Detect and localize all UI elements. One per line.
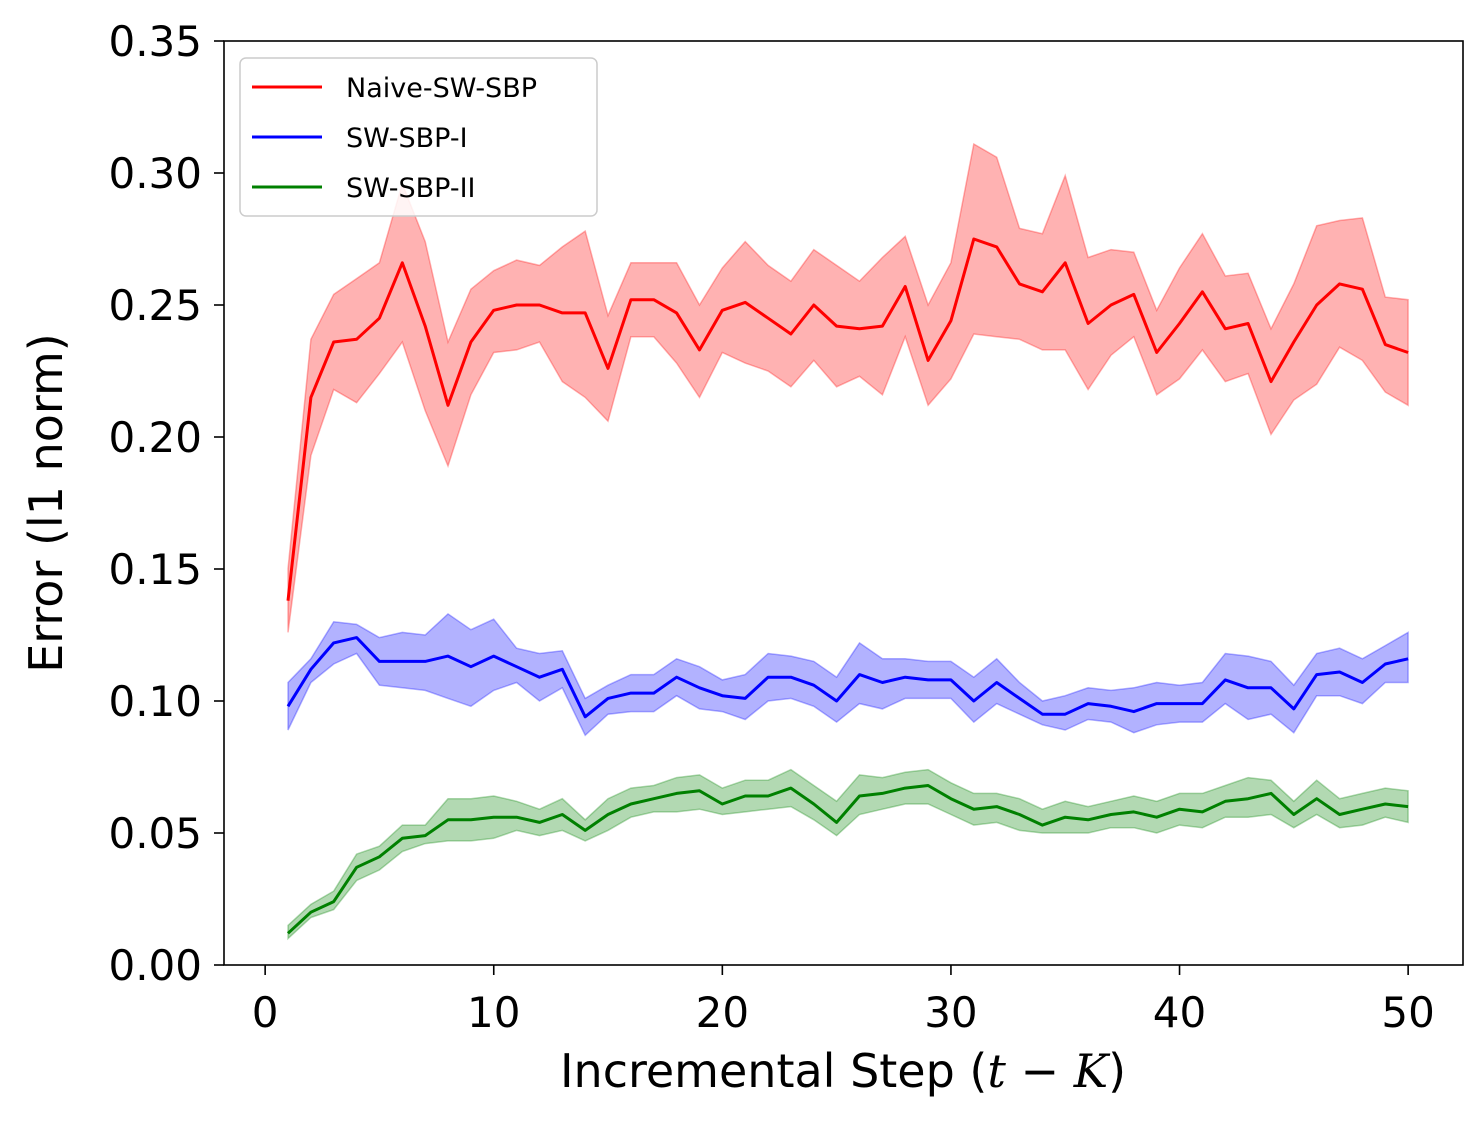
legend-label-sw-sbp-i: SW-SBP-I <box>346 123 468 154</box>
y-tick-label: 0.35 <box>108 17 202 66</box>
y-tick-label: 0.05 <box>108 809 202 858</box>
legend-label-sw-sbp-ii: SW-SBP-II <box>346 173 476 204</box>
x-tick-label: 10 <box>467 988 520 1037</box>
line-sw-sbp-ii <box>286 784 1409 935</box>
band-naive-sw-sbp <box>287 142 1409 633</box>
x-axis-label: Incremental Step (t − K) <box>560 1044 1126 1098</box>
line-naive-sw-sbp <box>286 237 1409 601</box>
legend-label-naive-sw-sbp: Naive-SW-SBP <box>346 73 537 104</box>
plot-frame <box>223 40 1464 966</box>
x-tick-label: 20 <box>696 988 749 1037</box>
band-sw-sbp-i <box>287 612 1409 737</box>
y-axis-label: Error (l1 norm) <box>19 333 73 673</box>
y-tick-label: 0.10 <box>108 677 202 726</box>
y-tick-label: 0.15 <box>108 545 202 594</box>
x-tick-label: 30 <box>924 988 977 1037</box>
y-axis-ticks: 0.00 0.05 0.10 0.15 0.20 0.25 0.30 0.35 <box>108 17 224 990</box>
legend-box <box>239 57 598 217</box>
line-sw-sbp-i <box>286 636 1409 719</box>
y-tick-label: 0.00 <box>108 941 202 990</box>
y-tick-label: 0.20 <box>108 413 202 462</box>
series-lines <box>286 237 1409 935</box>
x-tick-label: 50 <box>1381 988 1434 1037</box>
x-tick-label: 0 <box>252 988 279 1037</box>
y-tick-label: 0.25 <box>108 281 202 330</box>
legend: Naive-SW-SBP SW-SBP-I SW-SBP-II <box>239 57 598 217</box>
y-tick-label: 0.30 <box>108 149 202 198</box>
x-axis-ticks: 0 10 20 30 40 50 <box>252 965 1435 1037</box>
x-tick-label: 40 <box>1153 988 1206 1037</box>
